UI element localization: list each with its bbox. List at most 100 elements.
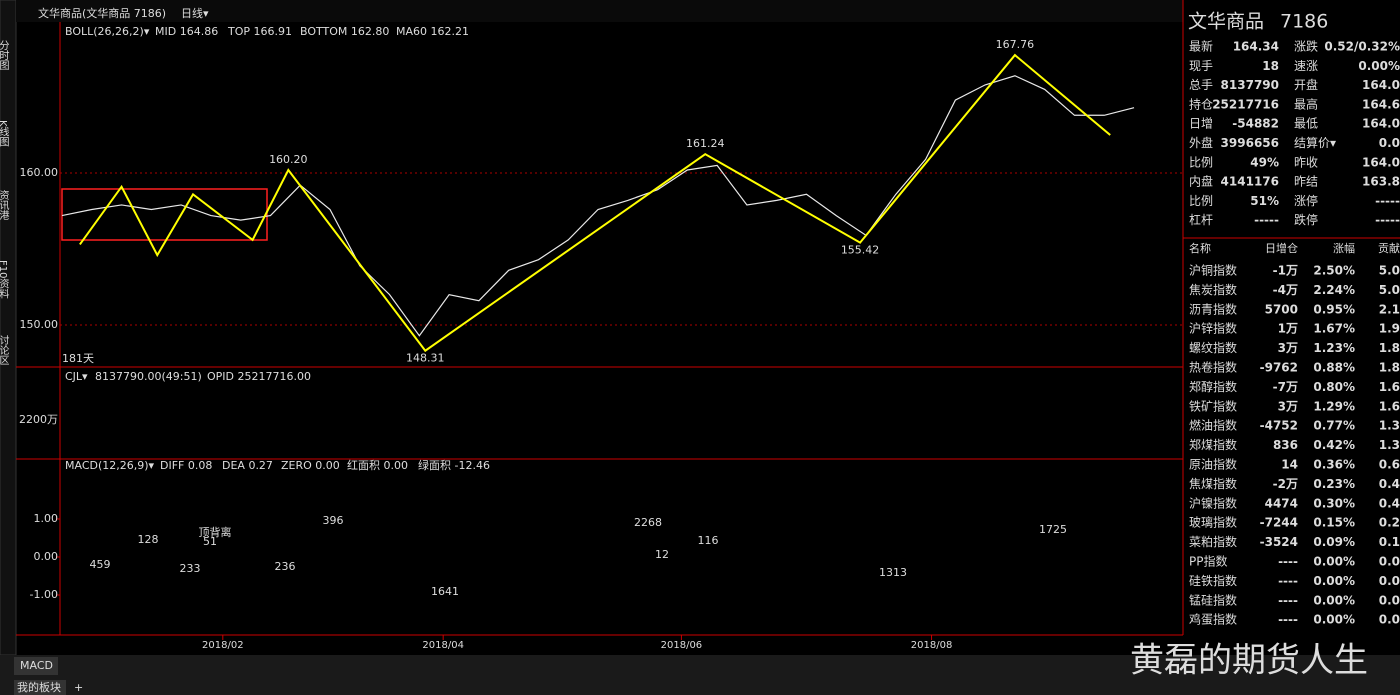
volume-header: 8137790.00(49:51) — [95, 370, 202, 383]
table-cell: 2.24% — [1313, 283, 1355, 297]
table-cell: 0.0 — [1379, 574, 1400, 588]
table-cell: 836 — [1273, 438, 1298, 452]
table-cell: 0.36% — [1313, 458, 1355, 472]
macd-annotation: 233 — [180, 562, 201, 575]
macd-annotation: 51 — [203, 535, 217, 548]
macd-header: 红面积 0.00 — [347, 459, 408, 472]
quote-value: 164.0 — [1362, 117, 1400, 131]
table-cell: 0.6 — [1379, 458, 1400, 472]
table-cell: 0.00% — [1313, 555, 1355, 569]
quote-value: 3996656 — [1221, 136, 1279, 150]
table-cell: 焦煤指数 — [1189, 476, 1237, 491]
macd-annotation: 116 — [698, 534, 719, 547]
table-cell: 1万 — [1278, 322, 1298, 336]
quote-value: 163.8 — [1362, 175, 1400, 189]
sidebar-tab[interactable]: 资讯港 — [0, 190, 9, 220]
sidebar-tab[interactable]: F10资料 — [0, 260, 9, 299]
title: 文华商品(文华商品 7186) — [38, 6, 166, 20]
quote-label: 内盘 — [1189, 174, 1213, 189]
table-cell: 玻璃指数 — [1189, 515, 1237, 530]
table-cell: 3万 — [1278, 341, 1298, 355]
watermark: 黄磊的期货人生 — [1130, 641, 1368, 681]
table-cell: 0.0 — [1379, 555, 1400, 569]
volume-header: OPID 25217716.00 — [207, 370, 311, 383]
table-header: 涨幅 — [1333, 242, 1355, 255]
table-cell: -7万 — [1273, 380, 1298, 394]
quote-label: 最新 — [1189, 39, 1213, 54]
indicator: BOLL(26,26,2)▾ — [65, 25, 150, 38]
table-cell: 沪镍指数 — [1189, 495, 1237, 510]
volume-tick: 2200万 — [19, 413, 58, 426]
tab[interactable] — [14, 657, 58, 675]
sidebar-tab[interactable]: 分时图 — [0, 40, 9, 71]
table-cell: ---- — [1278, 613, 1298, 627]
macd-tick-label: 0.00 — [34, 550, 59, 563]
table-cell: PP指数 — [1189, 554, 1227, 569]
macd-tick-label: -1.00 — [30, 588, 58, 601]
y-tick-label: 160.00 — [20, 166, 59, 179]
price-line — [61, 75, 1135, 337]
table-cell: 0.30% — [1313, 496, 1355, 510]
quote-name: 文华商品 — [1188, 11, 1264, 33]
table-cell: 0.4 — [1379, 477, 1400, 491]
table-cell: 0.4 — [1379, 496, 1400, 510]
table-cell: 沪铜指数 — [1189, 263, 1237, 278]
table-cell: 0.80% — [1313, 380, 1355, 394]
table-cell: 0.23% — [1313, 477, 1355, 491]
quote-value: 164.6 — [1362, 97, 1400, 111]
quote-value: 0.52/0.32% — [1324, 40, 1400, 54]
table-cell: 鸡蛋指数 — [1189, 612, 1237, 627]
sidebar-tab[interactable]: K线图 — [0, 120, 9, 147]
quote-label: 结算价▾ — [1294, 135, 1336, 150]
sidebar-tab[interactable]: 讨论区 — [0, 335, 9, 365]
quote-value: -54882 — [1232, 117, 1279, 131]
table-cell: 5.0 — [1379, 264, 1400, 278]
quote-code: 7186 — [1280, 11, 1328, 33]
macd-annotation: 459 — [90, 558, 111, 571]
quote-label: 跌停 — [1294, 212, 1318, 227]
table-cell: 0.00% — [1313, 613, 1355, 627]
period[interactable]: 日线▾ — [181, 6, 209, 20]
tab[interactable] — [14, 680, 66, 695]
tab-label[interactable]: MACD — [20, 659, 53, 672]
table-cell: 0.77% — [1313, 419, 1355, 433]
quote-label: 昨结 — [1294, 175, 1318, 189]
table-cell: 铁矿指数 — [1189, 398, 1237, 413]
tab-label[interactable]: 我的板块 — [17, 680, 61, 694]
macd-header: MACD(12,26,9)▾ — [65, 459, 155, 472]
tab-add[interactable]: + — [74, 681, 83, 694]
quote-label: 开盘 — [1294, 77, 1318, 92]
x-tick-label: 2018/08 — [911, 640, 953, 651]
indicator: MA60 162.21 — [396, 25, 469, 38]
quote-label: 涨停 — [1294, 193, 1318, 208]
quote-label: 昨收 — [1294, 155, 1318, 169]
table-cell: 0.00% — [1313, 574, 1355, 588]
table-header: 名称 — [1189, 241, 1211, 255]
quote-value: 8137790 — [1221, 78, 1279, 92]
table-header: 日增仓 — [1265, 241, 1298, 255]
quote-label: 最低 — [1294, 117, 1318, 131]
table-cell: 焦炭指数 — [1189, 282, 1237, 297]
table-cell: 0.88% — [1313, 361, 1355, 375]
macd-header: 绿面积 -12.46 — [418, 458, 490, 472]
quote-value: 164.0 — [1362, 155, 1400, 169]
macd-header: ZERO 0.00 — [281, 459, 340, 472]
table-cell: 0.09% — [1313, 535, 1355, 549]
macd-annotation: 顶背离 — [199, 525, 232, 539]
table-cell: -4752 — [1260, 419, 1298, 433]
table-cell: 0.2 — [1379, 516, 1400, 530]
macd-annotation: 396 — [323, 514, 344, 527]
quote-label: 速涨 — [1294, 58, 1318, 73]
table-cell: -3524 — [1260, 535, 1298, 549]
price-line — [79, 53, 1111, 353]
table-cell: 1.3 — [1379, 438, 1400, 452]
macd-annotation: 2268 — [634, 516, 662, 529]
quote-label: 杠杆 — [1189, 212, 1213, 227]
quote-value: ----- — [1375, 194, 1400, 208]
quote-value: 18 — [1262, 59, 1279, 73]
quote-value: 4141176 — [1221, 175, 1279, 189]
table-cell: -9762 — [1260, 361, 1298, 375]
quote-label: 涨跌 — [1294, 39, 1318, 54]
